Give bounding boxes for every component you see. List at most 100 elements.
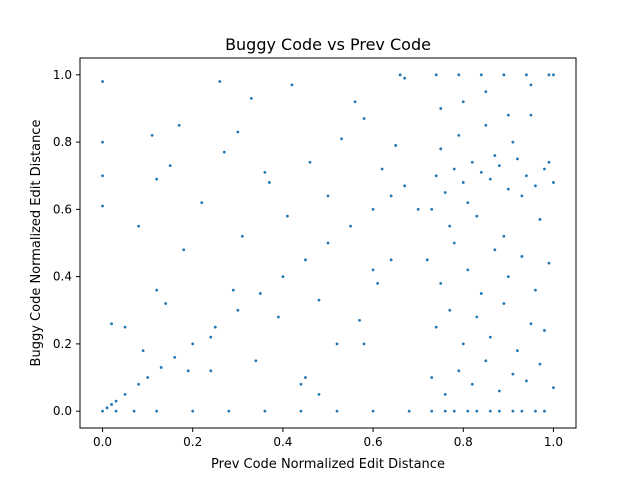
scatter-point [511, 140, 515, 144]
scatter-point [525, 73, 528, 77]
scatter-point [448, 308, 452, 312]
scatter-point [146, 376, 150, 379]
scatter-point [258, 292, 262, 295]
scatter-point [479, 292, 483, 295]
scatter-point [525, 379, 528, 383]
x-tick-label: 0.4 [273, 435, 292, 449]
scatter-point [511, 372, 515, 376]
scatter-point [520, 409, 524, 413]
scatter-point [249, 96, 253, 100]
scatter-point [502, 73, 506, 77]
scatter-point [267, 181, 271, 184]
scatter-point [358, 318, 361, 322]
scatter-point [123, 325, 127, 329]
scatter-point [177, 123, 181, 127]
scatter-point [173, 355, 177, 359]
scatter-point [439, 107, 443, 110]
scatter-point [380, 167, 384, 171]
scatter-point [443, 191, 447, 194]
scatter-point [407, 409, 411, 413]
scatter-point [155, 409, 159, 413]
x-tick-label: 1.0 [544, 435, 563, 449]
x-axis: 0.0 0.2 0.4 0.6 0.8 1.0 [93, 428, 563, 449]
scatter-point [150, 133, 154, 137]
scatter-point [389, 194, 393, 198]
scatter-point [132, 409, 136, 413]
scatter-point [110, 322, 113, 326]
y-axis-label: Buggy Code Normalized Edit Distance [29, 120, 44, 367]
scatter-point [466, 409, 470, 413]
scatter-point [534, 184, 537, 188]
scatter-point [479, 170, 483, 174]
scatter-point [371, 268, 375, 272]
scatter-point [497, 164, 501, 168]
scatter-point [461, 181, 465, 184]
x-tick-label: 0.8 [454, 435, 473, 449]
scatter-point [461, 100, 465, 104]
scatter-point [466, 268, 470, 272]
scatter-point [506, 275, 510, 279]
scatter-point [110, 403, 113, 406]
scatter-point [443, 409, 447, 413]
scatter-point [376, 281, 379, 285]
scatter-point [525, 174, 528, 178]
scatter-point [430, 207, 434, 211]
scatter-point [439, 281, 443, 285]
scatter-point [200, 201, 204, 205]
scatter-point [534, 409, 537, 413]
scatter-point [439, 147, 443, 151]
y-axis: 0.0 0.2 0.4 0.6 0.8 1.0 [53, 68, 80, 418]
scatter-point [434, 325, 438, 329]
scatter-point [547, 261, 551, 265]
scatter-point [105, 406, 109, 410]
scatter-point [479, 73, 483, 77]
y-tick-label: 1.0 [53, 68, 72, 82]
scatter-point [430, 376, 434, 379]
scatter-point [552, 386, 555, 390]
scatter-point [389, 258, 393, 262]
scatter-point [515, 157, 519, 161]
scatter-point [182, 248, 186, 252]
scatter-point [484, 90, 488, 94]
scatter-point [290, 83, 294, 87]
scatter-point [304, 258, 307, 262]
scatter-point [511, 409, 515, 413]
scatter-point [340, 137, 343, 141]
scatter-point [299, 409, 303, 413]
chart-title: Buggy Code vs Prev Code [225, 35, 431, 54]
scatter-point [137, 382, 141, 386]
scatter-point [254, 359, 258, 363]
scatter-point [114, 399, 118, 403]
scatter-point [529, 113, 533, 117]
scatter-point [263, 170, 267, 174]
scatter-point [475, 315, 479, 319]
scatter-point [101, 140, 104, 144]
scatter-point [137, 224, 141, 228]
y-tick-label: 0.6 [53, 202, 72, 216]
scatter-point [317, 392, 321, 396]
scatter-point [371, 207, 375, 211]
scatter-point [493, 248, 497, 252]
scatter-point [159, 366, 163, 369]
y-tick-label: 0.0 [53, 404, 72, 418]
scatter-point [213, 325, 217, 329]
scatter-point [434, 73, 438, 77]
scatter-point [362, 342, 366, 346]
scatter-point [529, 83, 533, 87]
scatter-point [101, 204, 104, 208]
y-tick-label: 0.8 [53, 135, 72, 149]
scatter-point [155, 177, 159, 181]
scatter-point [281, 275, 285, 279]
scatter-point [299, 382, 303, 386]
scatter-point [141, 349, 145, 353]
scatter-point [529, 322, 533, 326]
scatter-point [186, 369, 190, 373]
scatter-point [362, 117, 366, 120]
scatter-point [231, 288, 235, 292]
scatter-point [461, 342, 465, 346]
scatter-point [506, 113, 510, 117]
scatter-point [475, 214, 479, 218]
scatter-point [353, 100, 357, 104]
